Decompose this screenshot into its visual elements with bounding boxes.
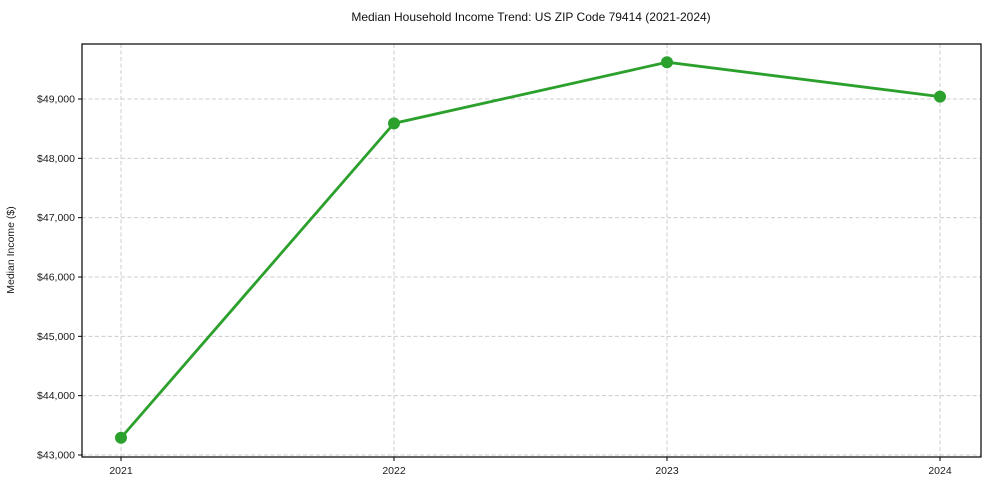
chart-title: Median Household Income Trend: US ZIP Co…	[351, 10, 710, 24]
y-tick-label: $49,000	[37, 93, 75, 105]
data-point-2024	[934, 90, 946, 103]
y-tick-label: $47,000	[37, 212, 75, 224]
y-tick-label: $43,000	[37, 449, 75, 461]
y-tick-label: $48,000	[37, 153, 75, 165]
data-point-2023	[661, 56, 673, 69]
y-tick-label: $44,000	[37, 390, 75, 402]
gridlines	[82, 44, 981, 457]
x-tick-label: 2022	[382, 465, 406, 477]
y-tick-label: $45,000	[37, 331, 75, 343]
y-tick-label: $46,000	[37, 271, 75, 283]
data-point-2022	[388, 117, 400, 130]
x-tick-label: 2021	[109, 465, 133, 477]
plot-frame	[81, 43, 982, 458]
x-tick-label: 2023	[655, 465, 679, 477]
income-line-series	[115, 56, 946, 444]
data-point-2021	[115, 431, 127, 444]
y-axis-label: Median Income ($)	[5, 206, 17, 294]
x-tick-label: 2024	[928, 465, 952, 477]
income-trend-line	[119, 60, 942, 440]
axes: $43,000 $44,000 $45,000 $46,000 $47,000 $48,0…	[37, 43, 982, 477]
